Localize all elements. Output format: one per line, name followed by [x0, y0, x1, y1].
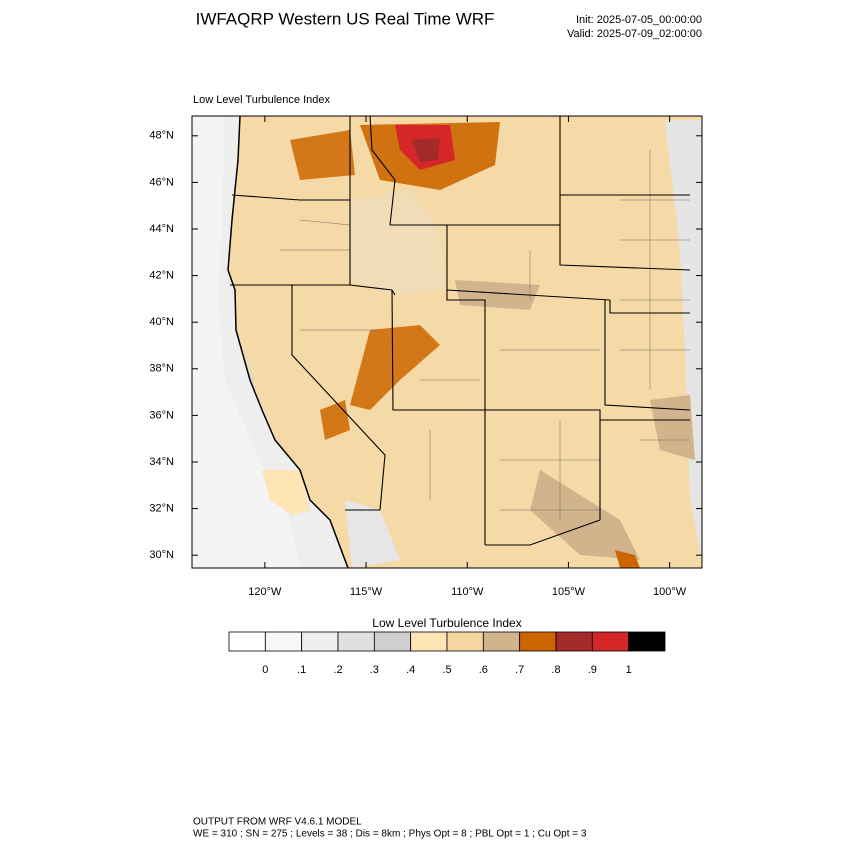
y-tick-label: 46°N	[149, 176, 174, 188]
mexico-land	[345, 500, 400, 568]
y-tick-label: 44°N	[149, 223, 174, 235]
colorbar-box	[591, 631, 630, 652]
colorbar-label: .5	[442, 664, 451, 676]
turb-tx-high	[615, 550, 640, 568]
colorbar-label: .6	[479, 664, 488, 676]
colorbar-label: 0	[262, 664, 268, 676]
turb-wy	[455, 280, 540, 310]
colorbar-box	[264, 631, 303, 652]
y-tick-label: 38°N	[149, 363, 174, 375]
init-time: Init: 2025-07-05_00:00:00	[576, 14, 702, 26]
colorbar-box	[519, 631, 557, 652]
x-tick-label: 120°W	[248, 586, 282, 598]
colorbar-box	[446, 631, 484, 652]
colorbar-box	[482, 631, 521, 652]
y-tick-label: 34°N	[149, 456, 174, 468]
y-tick-label: 30°N	[149, 549, 174, 561]
map	[192, 116, 702, 568]
colorbar-label: 1	[626, 664, 632, 676]
colorbar-label: .9	[588, 664, 597, 676]
colorbar-box	[301, 631, 339, 652]
colorbar-label: .7	[515, 664, 524, 676]
colorbar-label: .8	[551, 664, 560, 676]
axes: 120°W 115°W 110°W 105°W 100°W 30°N 32°N 34°N 36°…	[149, 116, 702, 598]
colorbar-box	[373, 631, 412, 652]
y-tick-label: 48°N	[149, 130, 174, 142]
y-tick-label: 36°N	[149, 409, 174, 421]
colorbar-title: Low Level Turbulence Index	[372, 616, 521, 630]
colorbar-label: .4	[406, 664, 415, 676]
turb-ut	[350, 325, 440, 410]
colorbar-box	[555, 631, 593, 652]
baja-land	[262, 470, 310, 515]
colorbar-box	[228, 631, 266, 652]
colorbar-label: .3	[370, 664, 379, 676]
x-tick-label: 110°W	[451, 586, 484, 598]
y-tick-label: 32°N	[149, 502, 174, 514]
y-tick-label: 42°N	[149, 270, 174, 282]
valid-time: Valid: 2025-07-09_02:00:00	[567, 28, 702, 40]
turb-tx	[530, 470, 640, 560]
coastline	[227, 116, 349, 568]
x-tick-label: 115°W	[350, 586, 383, 598]
y-tick-label: 40°N	[149, 316, 174, 328]
colorbar-label: .1	[297, 664, 306, 676]
state-lines	[230, 116, 691, 546]
turb-wa	[290, 130, 355, 180]
map-frame	[191, 115, 703, 569]
ocean-far	[192, 116, 300, 568]
map-title: Low Level Turbulence Index	[193, 94, 330, 106]
footer-line2: WE = 310 ; SN = 275 ; Levels = 38 ; Dis …	[193, 829, 587, 840]
county-lines	[280, 150, 690, 520]
colorbar-box	[410, 631, 448, 652]
colorbar-box	[628, 631, 666, 652]
colorbar-box	[337, 631, 375, 652]
footer-line1: OUTPUT FROM WRF V4.6.1 MODEL	[193, 817, 362, 828]
turb-ok	[650, 395, 695, 460]
idaho-pale	[350, 190, 445, 295]
title: IWFAQRP Western US Real Time WRF	[196, 9, 495, 28]
colorbar: 0 .1 .2 .3 .4 .5 .6 .7 .8 .9 1	[228, 631, 666, 676]
x-tick-label: 100°W	[653, 586, 687, 598]
x-tick-label: 105°W	[552, 586, 586, 598]
colorbar-label: .2	[333, 664, 342, 676]
turb-mt-peak	[412, 138, 440, 162]
